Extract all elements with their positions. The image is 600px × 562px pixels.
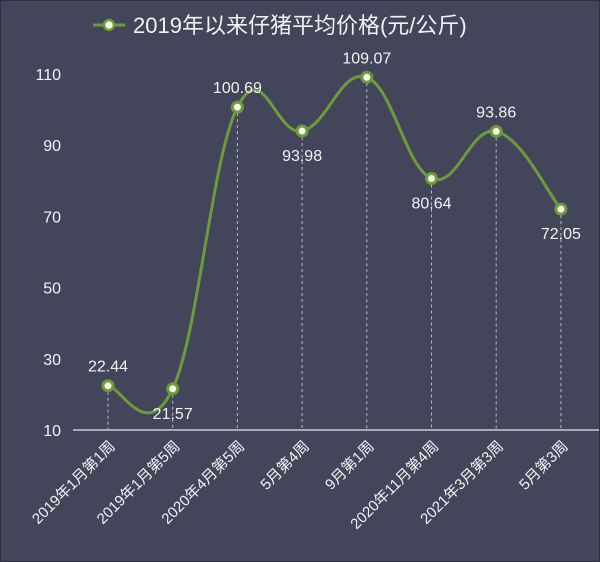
x-tick-label: 5月第3周 xyxy=(515,437,571,493)
y-tick-label: 10 xyxy=(43,423,61,440)
data-point xyxy=(166,382,180,396)
data-point xyxy=(360,70,374,84)
legend: 2019年以来仔猪平均价格(元/公斤) xyxy=(93,13,467,38)
series-line xyxy=(107,74,563,415)
y-tick-label: 110 xyxy=(35,67,61,84)
data-label: 93.98 xyxy=(282,148,322,165)
data-label: 93.86 xyxy=(476,104,516,121)
data-label: 22.44 xyxy=(88,359,128,376)
y-tick-label: 30 xyxy=(43,352,61,369)
data-point xyxy=(295,124,309,138)
y-tick-label: 70 xyxy=(43,209,61,226)
x-tick-label: 9月第1周 xyxy=(321,437,377,493)
x-tick-label: 5月第4周 xyxy=(257,437,313,493)
data-label: 109.07 xyxy=(342,50,391,67)
data-point xyxy=(425,172,438,186)
data-label: 100.69 xyxy=(213,80,262,97)
legend-marker-icon xyxy=(102,18,116,32)
data-point xyxy=(489,124,503,138)
data-point xyxy=(101,379,115,393)
data-label: 72.05 xyxy=(541,226,581,243)
data-point xyxy=(230,100,244,114)
y-tick-label: 90 xyxy=(43,138,61,155)
data-label: 80.64 xyxy=(411,196,451,213)
y-tick-label: 50 xyxy=(43,281,61,298)
data-label: 21.57 xyxy=(153,406,193,423)
data-point xyxy=(554,202,568,216)
chart-title: 2019年以来仔猪平均价格(元/公斤) xyxy=(133,13,467,38)
